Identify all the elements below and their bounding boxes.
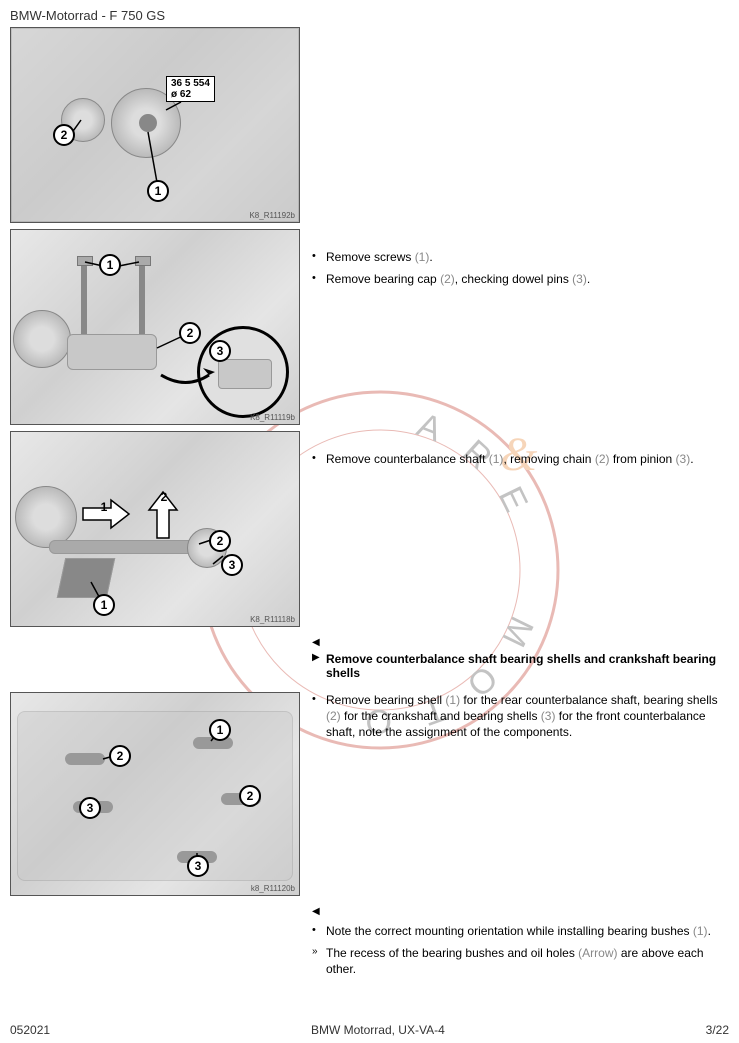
section-heading: ▶ Remove counterbalance shaft bearing sh… bbox=[312, 652, 729, 680]
figure-ref: K8_R11119b bbox=[250, 413, 295, 422]
callout-1: 1 bbox=[99, 254, 121, 276]
figure-2: 1 2 3 K8_R11119b bbox=[10, 229, 300, 425]
callout-3: 3 bbox=[187, 855, 209, 877]
instruction: • Remove bearing cap (2), checking dowel… bbox=[312, 271, 729, 287]
callout-3: 3 bbox=[221, 554, 243, 576]
callout-2: 2 bbox=[209, 530, 231, 552]
instruction: • Note the correct mounting orientation … bbox=[312, 923, 729, 939]
callout-3: 3 bbox=[209, 340, 231, 362]
callout-1: 1 bbox=[147, 180, 169, 202]
callout-1: 1 bbox=[93, 594, 115, 616]
figure-1: 36 5 554 ø 62 2 1 K8_R11192b bbox=[10, 27, 300, 223]
page-footer: 052021 BMW Motorrad, UX-VA-4 3/22 bbox=[0, 1023, 739, 1037]
callout-2: 2 bbox=[109, 745, 131, 767]
callout-3: 3 bbox=[79, 797, 101, 819]
callout-2: 2 bbox=[53, 124, 75, 146]
figure-ref: K8_R11118b bbox=[250, 615, 295, 624]
arrow-label-1: 1 bbox=[95, 498, 113, 516]
figure-ref: k8_R11120b bbox=[251, 884, 295, 893]
detail-inset bbox=[197, 326, 289, 418]
back-marker: ◀ bbox=[312, 637, 729, 648]
footer-page: 3/22 bbox=[706, 1023, 729, 1037]
callout-2: 2 bbox=[239, 785, 261, 807]
arrow-label-2: 2 bbox=[155, 488, 173, 506]
instruction: • Remove counterbalance shaft (1), remov… bbox=[312, 451, 729, 467]
back-marker: ◀ bbox=[312, 906, 729, 917]
figure-3: 1 2 1 2 3 K8_R11118b bbox=[10, 431, 300, 627]
instruction-result: » The recess of the bearing bushes and o… bbox=[312, 945, 729, 977]
page-header: BMW-Motorrad - F 750 GS bbox=[10, 8, 729, 27]
figure-4: 1 2 2 3 3 k8_R11120b bbox=[10, 692, 300, 896]
instruction: • Remove screws (1). bbox=[312, 249, 729, 265]
callout-2: 2 bbox=[179, 322, 201, 344]
footer-center: BMW Motorrad, UX-VA-4 bbox=[311, 1023, 445, 1037]
footer-date: 052021 bbox=[10, 1023, 50, 1037]
tool-label: 36 5 554 ø 62 bbox=[166, 76, 215, 102]
figure-ref: K8_R11192b bbox=[249, 211, 295, 220]
instruction: • Remove bearing shell (1) for the rear … bbox=[312, 692, 729, 741]
callout-1: 1 bbox=[209, 719, 231, 741]
